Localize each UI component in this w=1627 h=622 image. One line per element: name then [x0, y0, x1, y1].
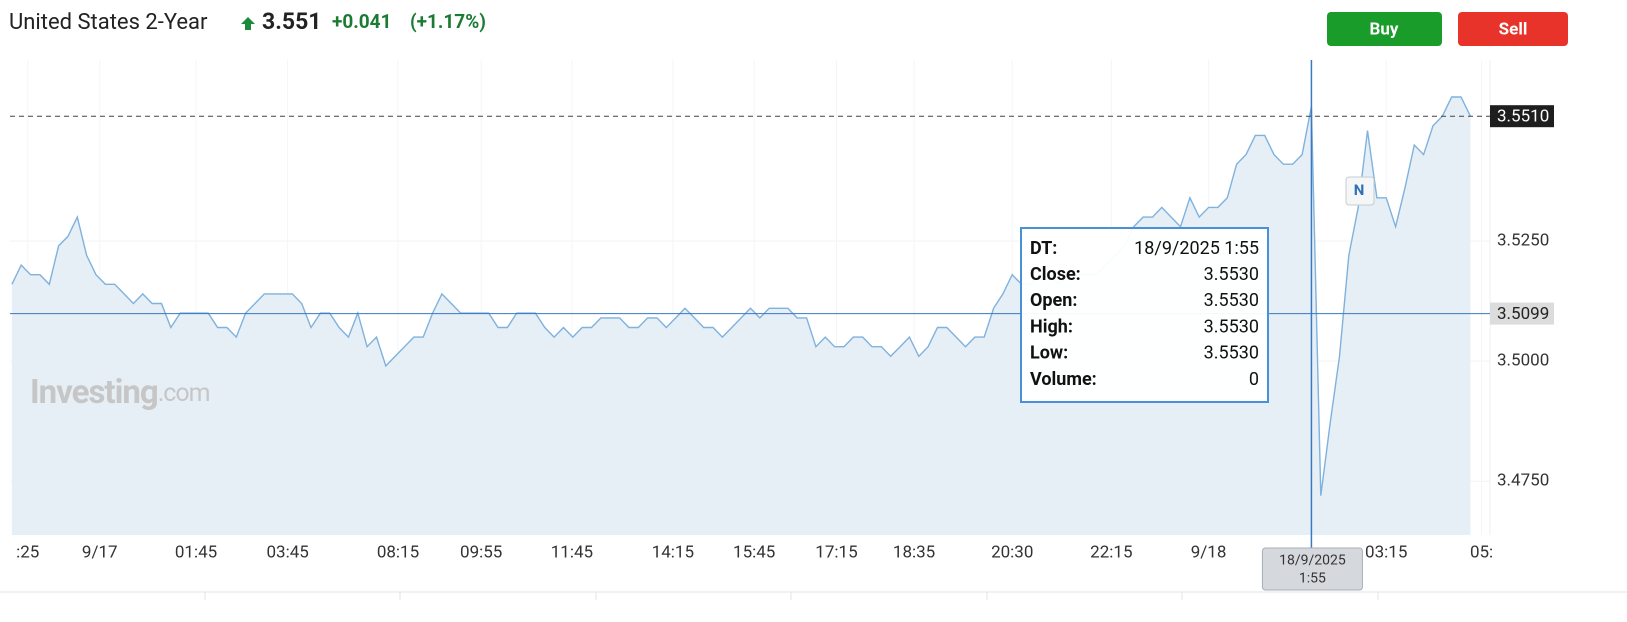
area-fill: [11, 97, 1471, 535]
last-price: 3.551: [262, 8, 321, 35]
tooltip-box: [1020, 227, 1269, 403]
price-tag-label: 3.5510: [1497, 107, 1549, 127]
y-tick-label: 3.5000: [1497, 351, 1549, 371]
x-tick-label: 20:30: [991, 542, 1033, 562]
tooltip-value: 3.5530: [1204, 343, 1259, 364]
x-tick-label: 14:15: [652, 542, 694, 562]
crosshair-label-bg: [1261, 547, 1363, 591]
tooltip-label: Close:: [1030, 264, 1081, 285]
x-tick-label: 17:15: [815, 542, 857, 562]
tooltip-label: Volume:: [1030, 369, 1097, 390]
watermark-suffix: .com: [158, 379, 210, 408]
crosshair-label: 18/9/2025: [1279, 553, 1346, 569]
tooltip-label: Low:: [1030, 343, 1068, 364]
price-tag: [1490, 105, 1554, 128]
x-tick-label: 22:15: [1090, 542, 1132, 562]
y-tick-label: 3.5250: [1497, 231, 1549, 251]
sell-label[interactable]: Sell: [1499, 19, 1528, 39]
price-line: [11, 96, 1472, 496]
buy-button-bg[interactable]: [1327, 12, 1442, 46]
crosshair-label: 1:55: [1299, 571, 1326, 587]
x-tick-label: 03:15: [1365, 542, 1407, 562]
navigator-dividers: [204, 592, 1379, 600]
tooltip-value: 18/9/2025 1:55: [1134, 238, 1259, 259]
tooltip-label: High:: [1030, 316, 1073, 337]
instrument-title: United States 2-Year: [9, 10, 208, 35]
watermark-brand: Investing: [30, 373, 158, 412]
x-tick-label: 05:: [1470, 542, 1493, 562]
news-marker-bg[interactable]: [1345, 176, 1375, 206]
tooltip-value: 3.5530: [1204, 264, 1259, 285]
x-tick-label: 03:45: [267, 542, 309, 562]
price-change: +0.041: [332, 10, 391, 33]
tooltip-value: 0: [1249, 369, 1259, 390]
watermark: Investing.com: [30, 373, 210, 412]
tooltip-label: DT:: [1030, 238, 1057, 259]
news-marker-label[interactable]: N: [1354, 181, 1365, 199]
x-tick-label: 18:35: [893, 542, 935, 562]
x-tick-label: 11:45: [551, 542, 593, 562]
tooltip-label: Open:: [1030, 290, 1077, 311]
x-tick-label: :25: [16, 542, 39, 562]
sell-button-bg[interactable]: [1458, 12, 1568, 46]
x-tick-label: 9/18: [1191, 542, 1227, 562]
buy-button[interactable]: Buy: [1327, 12, 1442, 46]
x-tick-label: 15:45: [733, 542, 775, 562]
x-tick-label: 08:15: [377, 542, 419, 562]
buy-label[interactable]: Buy: [1370, 19, 1399, 39]
up-arrow: [241, 17, 255, 30]
price-change-pct: (+1.17%): [410, 10, 486, 33]
x-tick-label: 01:45: [175, 542, 217, 562]
x-tick-label: 9/17: [82, 542, 118, 562]
price-tag: [1490, 302, 1554, 325]
x-tick-label: 09:55: [460, 542, 502, 562]
tooltip-value: 3.5530: [1204, 316, 1259, 337]
y-tick-label: 3.4750: [1497, 471, 1549, 491]
overlay: 3.4750 3.5000 3.5250 :25 9/17 01:45 03:45 08:15…: [16, 60, 1554, 591]
sell-button[interactable]: Sell: [1458, 12, 1568, 46]
tooltip-value: 3.5530: [1204, 290, 1259, 311]
news-marker[interactable]: N: [1345, 176, 1375, 206]
price-tag-label: 3.5099: [1497, 304, 1549, 324]
